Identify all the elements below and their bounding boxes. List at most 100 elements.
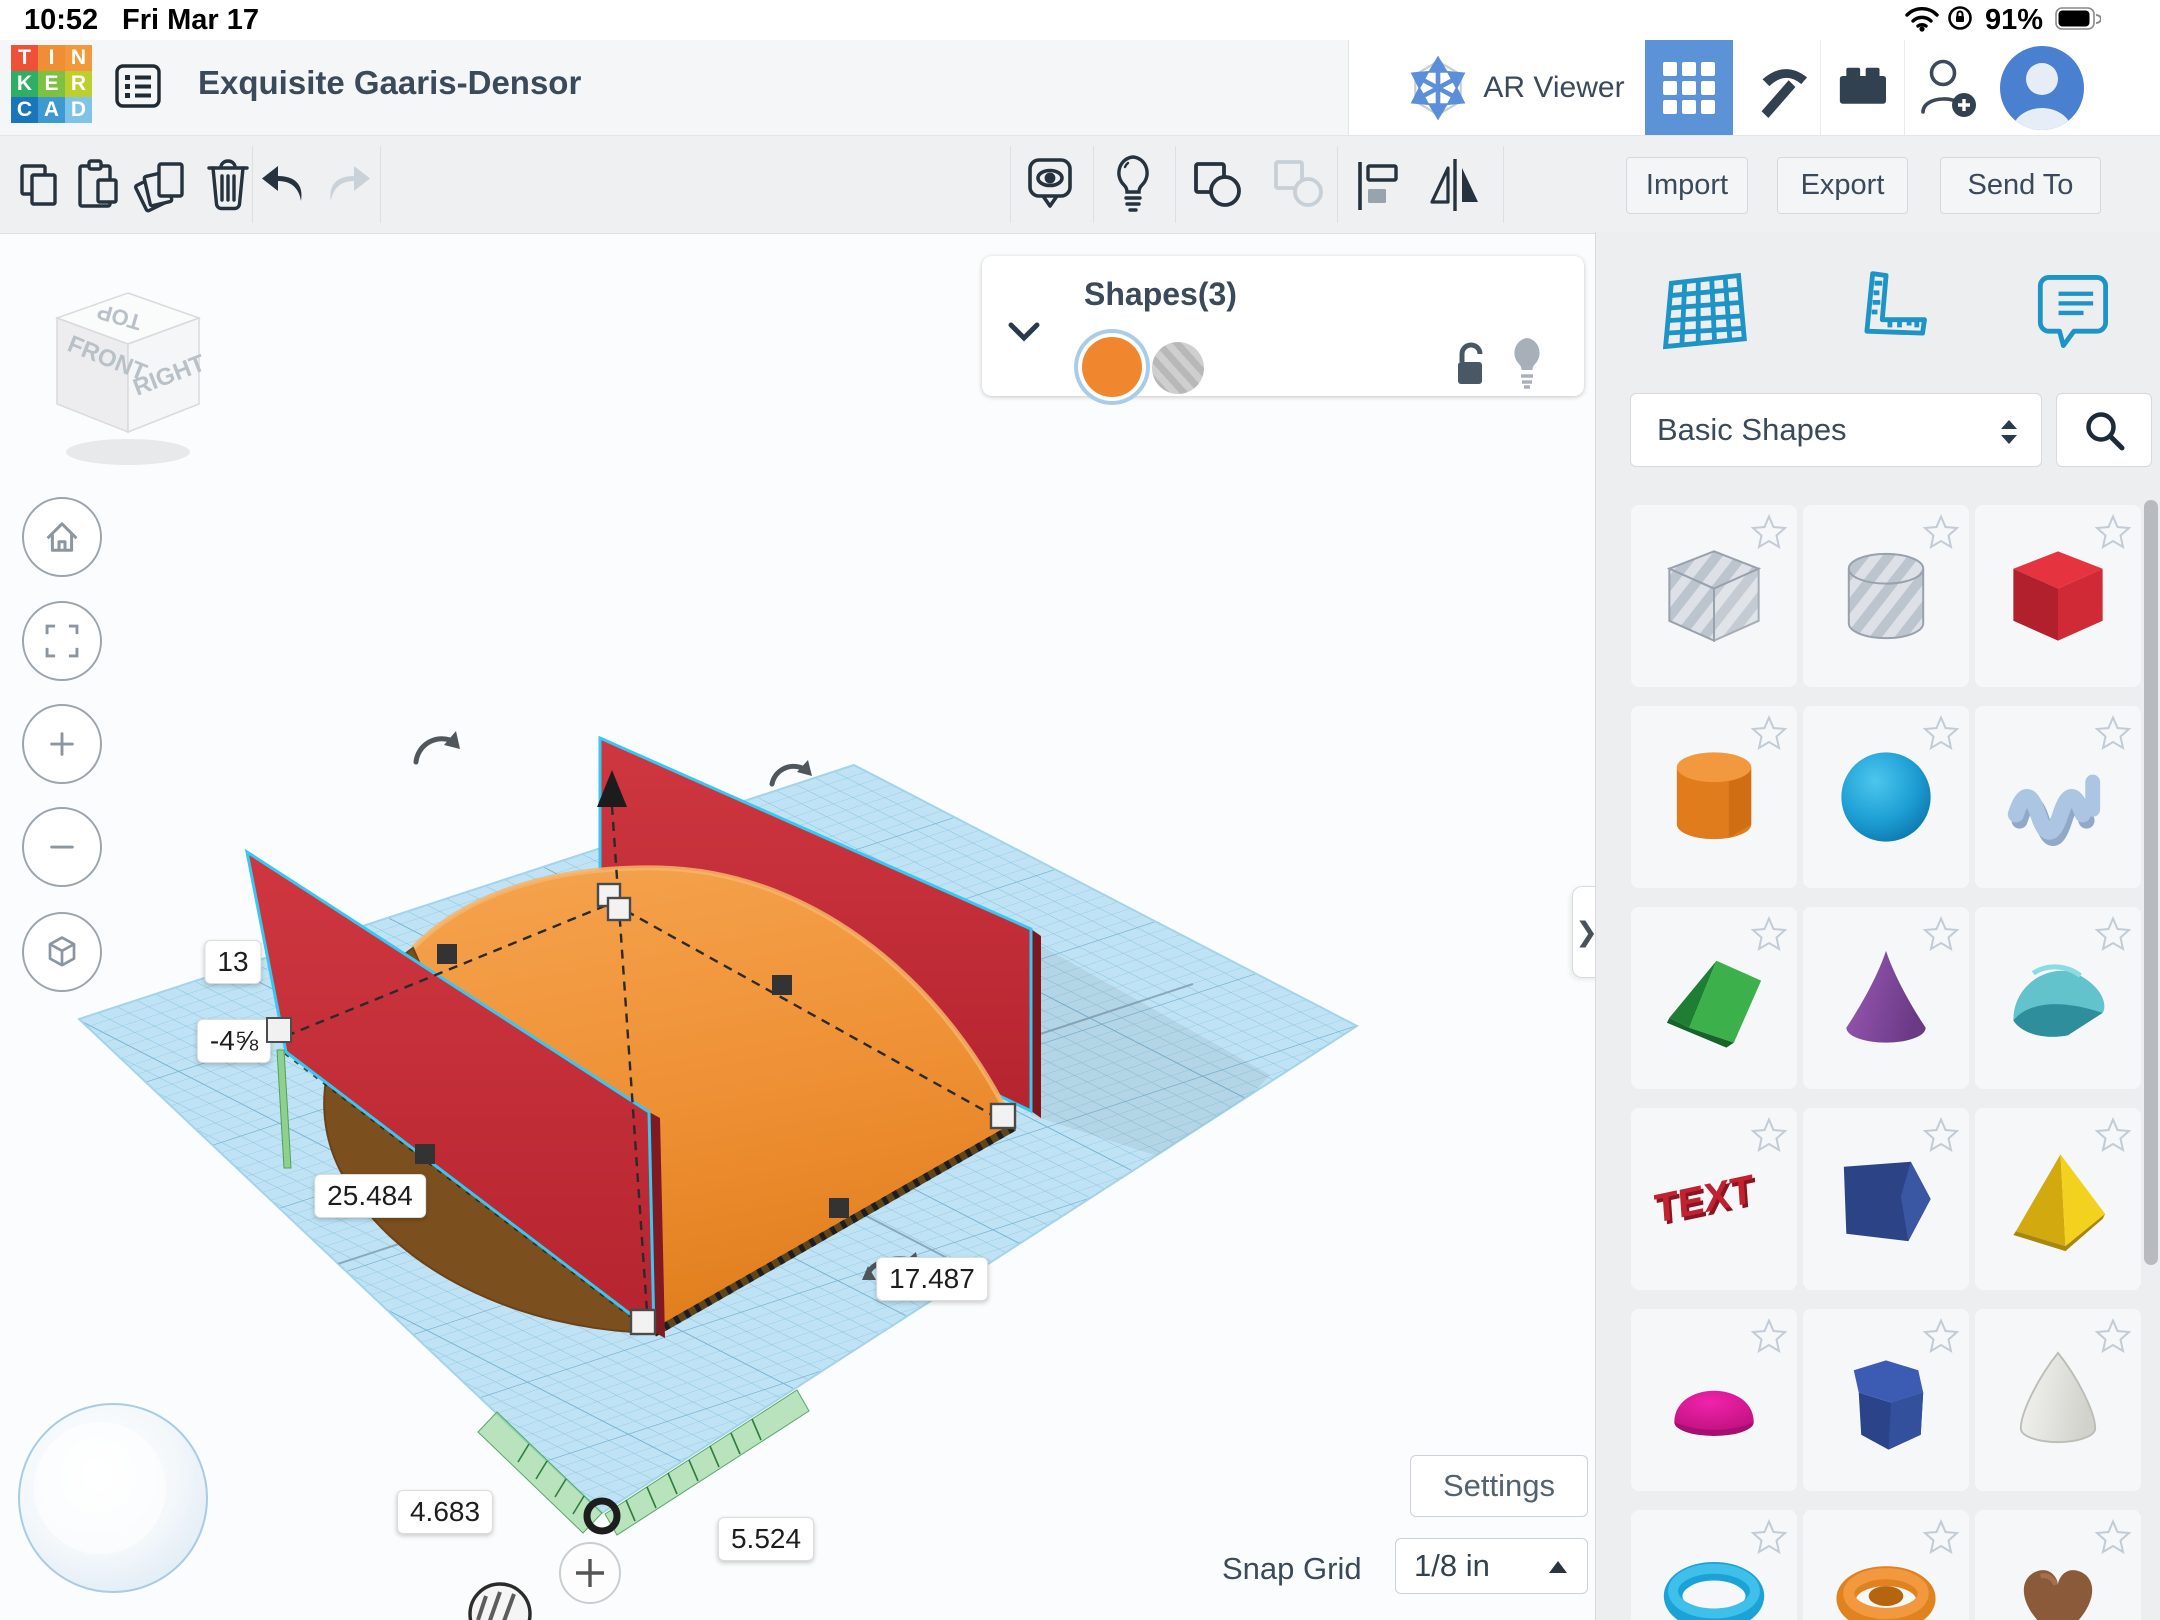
mirror-button[interactable] xyxy=(1424,156,1486,214)
dim-label-width[interactable]: 25.484 xyxy=(314,1174,426,1218)
shape-tile-cylinder[interactable] xyxy=(1631,706,1797,888)
block-view-button-active[interactable] xyxy=(1645,40,1733,135)
brick-export-button[interactable] xyxy=(1822,40,1902,135)
corner-ruler[interactable] xyxy=(477,1389,810,1536)
favorite-star-icon[interactable] xyxy=(2093,1518,2133,1556)
align-button[interactable] xyxy=(1352,158,1404,214)
import-button[interactable]: Import xyxy=(1626,157,1748,214)
user-avatar[interactable] xyxy=(2000,46,2084,130)
shape-tile-text[interactable]: TEXT TEXT xyxy=(1631,1108,1797,1290)
redo-button-disabled[interactable] xyxy=(322,162,374,208)
shape-tile-round-roof[interactable] xyxy=(1975,907,2141,1089)
favorite-star-icon[interactable] xyxy=(1921,915,1961,953)
show-all-button[interactable] xyxy=(1022,154,1078,216)
search-shapes-button[interactable] xyxy=(2056,393,2152,467)
export-button[interactable]: Export xyxy=(1777,157,1908,214)
striped-circle-handle[interactable] xyxy=(468,1582,532,1620)
zoom-out-button[interactable] xyxy=(22,807,102,887)
workplane-corner-ring-handle[interactable] xyxy=(583,1497,621,1535)
group-button[interactable] xyxy=(1188,158,1246,214)
corner-handle[interactable] xyxy=(629,1308,657,1336)
gallery-scrollbar[interactable] xyxy=(2144,500,2158,1265)
scale-handles[interactable] xyxy=(415,770,1017,1336)
workplane-tool-icon[interactable] xyxy=(1656,264,1752,360)
view-cube[interactable]: TOP FRONT RIGHT xyxy=(54,292,209,465)
shape-tile-wedge[interactable] xyxy=(1803,1108,1969,1290)
favorite-star-icon[interactable] xyxy=(1921,513,1961,551)
shape-tile-box-hole[interactable] xyxy=(1631,505,1797,687)
zoom-in-button[interactable] xyxy=(22,704,102,784)
dim-label-pos-a[interactable]: 4.683 xyxy=(396,1490,494,1534)
shape-tile-roof[interactable] xyxy=(1631,907,1797,1089)
3d-viewport[interactable]: TOP FRONT RIGHT xyxy=(0,232,1595,1620)
hidden-objects-button[interactable] xyxy=(1108,153,1158,217)
notes-tool-icon[interactable] xyxy=(2024,264,2120,360)
lightbulb-icon[interactable] xyxy=(1510,336,1544,390)
shape-tile-polygon[interactable] xyxy=(1803,1309,1969,1491)
dim-label-depth[interactable]: 17.487 xyxy=(876,1257,988,1301)
shape-tile-pyramid[interactable] xyxy=(1975,1108,2141,1290)
shape-tile-tube[interactable] xyxy=(1803,1510,1969,1620)
invite-collaborator-button[interactable] xyxy=(1906,40,1990,135)
favorite-star-icon[interactable] xyxy=(2093,915,2133,953)
height-handle[interactable] xyxy=(597,770,627,807)
shape-tile-scribble[interactable] xyxy=(1975,706,2141,888)
design-title[interactable]: Exquisite Gaaris-Densor xyxy=(198,64,582,101)
favorite-star-icon[interactable] xyxy=(1749,513,1789,551)
color-swatch-hole[interactable] xyxy=(1152,342,1204,394)
duplicate-button[interactable] xyxy=(132,156,192,216)
unlock-icon[interactable] xyxy=(1454,340,1488,390)
snap-grid-select[interactable]: 1/8 in xyxy=(1395,1538,1588,1594)
favorite-star-icon[interactable] xyxy=(1749,714,1789,752)
shape-tile-heart[interactable] xyxy=(1975,1510,2141,1620)
ungroup-button-disabled[interactable] xyxy=(1270,158,1328,214)
elevation-handle[interactable] xyxy=(266,1017,292,1043)
shape-tile-egg[interactable] xyxy=(1975,1309,2141,1491)
favorite-star-icon[interactable] xyxy=(1921,1317,1961,1355)
favorite-star-icon[interactable] xyxy=(1749,1317,1789,1355)
favorite-star-icon[interactable] xyxy=(2093,714,2133,752)
fit-view-button[interactable] xyxy=(22,601,102,681)
chevron-down-icon[interactable] xyxy=(1008,322,1040,342)
zoom-plus-handle[interactable] xyxy=(559,1542,621,1604)
shape-tile-cylinder-hole[interactable] xyxy=(1803,505,1969,687)
favorite-star-icon[interactable] xyxy=(1749,1116,1789,1154)
send-to-button[interactable]: Send To xyxy=(1940,157,2101,214)
favorite-star-icon[interactable] xyxy=(2093,513,2133,551)
delete-button[interactable] xyxy=(200,154,256,216)
favorite-star-icon[interactable] xyxy=(1921,1518,1961,1556)
minecraft-export-button[interactable] xyxy=(1740,40,1818,135)
favorite-star-icon[interactable] xyxy=(1921,1116,1961,1154)
dim-label-pos-b[interactable]: 5.524 xyxy=(717,1517,815,1561)
shape-category-select[interactable]: Basic Shapes xyxy=(1630,393,2042,467)
undo-button[interactable] xyxy=(258,162,310,208)
shape-tile-cone[interactable] xyxy=(1803,907,1969,1089)
paste-button[interactable] xyxy=(70,156,126,216)
copy-button[interactable] xyxy=(12,158,68,214)
dim-label-height[interactable]: 13 xyxy=(204,940,262,984)
edge-handle[interactable] xyxy=(829,1198,849,1218)
shape-tile-box[interactable] xyxy=(1975,505,2141,687)
corner-handle[interactable] xyxy=(606,896,632,922)
shape-tile-paraboloid[interactable] xyxy=(1631,1309,1797,1491)
edge-handle[interactable] xyxy=(437,944,457,964)
favorite-star-icon[interactable] xyxy=(1921,714,1961,752)
favorite-star-icon[interactable] xyxy=(2093,1116,2133,1154)
corner-handle[interactable] xyxy=(989,1102,1017,1130)
designs-menu-button[interactable] xyxy=(112,60,164,112)
ruler-tool-icon[interactable] xyxy=(1840,264,1936,360)
ar-viewer-button[interactable]: AR Viewer xyxy=(1400,40,1630,135)
color-swatch-solid[interactable] xyxy=(1082,337,1142,397)
shape-tile-sphere[interactable] xyxy=(1803,706,1969,888)
favorite-star-icon[interactable] xyxy=(1749,1518,1789,1556)
dim-label-elevation[interactable]: -4⅝ xyxy=(196,1019,272,1063)
shape-tile-torus[interactable] xyxy=(1631,1510,1797,1620)
edge-handle[interactable] xyxy=(415,1144,435,1164)
settings-button[interactable]: Settings xyxy=(1410,1455,1588,1517)
edge-handle[interactable] xyxy=(772,975,792,995)
favorite-star-icon[interactable] xyxy=(2093,1317,2133,1355)
favorite-star-icon[interactable] xyxy=(1749,915,1789,953)
home-view-button[interactable] xyxy=(22,497,102,577)
perspective-toggle-button[interactable] xyxy=(22,912,102,992)
